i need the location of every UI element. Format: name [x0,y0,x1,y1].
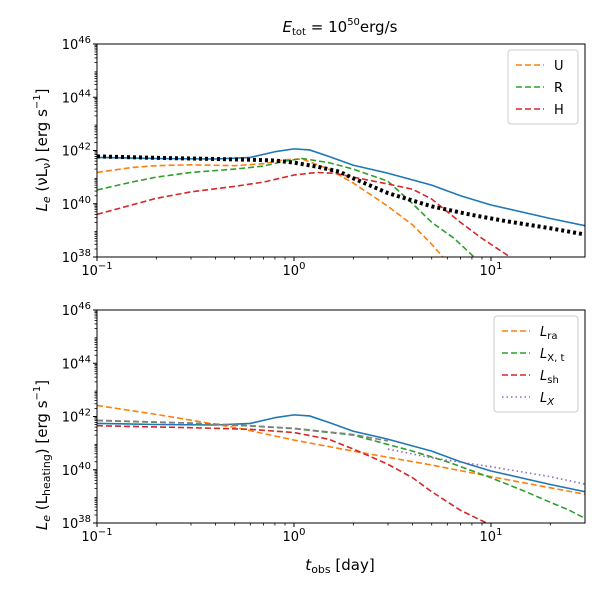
top-y-tick-label: 1042 [62,142,91,160]
bottom-x-tick-label: 101 [480,527,503,545]
top-series-total [97,148,585,227]
top-x-tick-label: 10−1 [81,261,112,279]
bottom-legend-box [493,315,579,413]
bottom-series-l-sh [97,424,487,523]
top-series-r [97,157,475,257]
bottom-legend-label: Lsh [540,369,559,386]
bottom-series-l-ra [97,404,585,496]
top-x-tick-label: 101 [480,261,503,279]
bottom-y-tick-label: 1044 [62,354,91,372]
bottom-series-l-x-t [97,419,585,520]
top-legend-label: H [554,103,564,118]
bottom-legend: Lra LX, t Lsh LX [493,315,579,413]
top-x-tick-label: 100 [283,261,306,279]
top-y-tick-label: 1046 [62,35,91,53]
bottom-x-tick-label: 100 [283,527,306,545]
bottom-y-tick-label: 1038 [62,514,91,532]
bottom-series-l-x [387,448,585,485]
bottom-panel-ylabel: Le (Lheating) [erg s−1] [32,380,53,530]
bottom-x-tick-label: 10−1 [81,527,112,545]
bottom-series-l-x-t-early [97,419,389,442]
top-panel: Etot = 1050erg/s Le (νLν) [erg s−1] 10−1… [32,17,586,279]
bottom-legend-label: Lra [540,325,558,342]
top-legend: URH [507,49,579,125]
top-panel-title: Etot = 1050erg/s [283,17,398,38]
bottom-panel-xlabel: tobs [day] [305,556,374,576]
top-panel-ylabel: Le (νLν) [erg s−1] [32,89,53,212]
top-legend-label: R [554,81,563,96]
top-y-tick-label: 1038 [62,248,91,266]
bottom-y-tick-label: 1046 [62,301,91,319]
top-legend-label: U [554,59,564,74]
bottom-y-tick-label: 1042 [62,408,91,426]
top-series-h [97,171,511,257]
bottom-legend-label: LX [540,391,555,408]
bottom-series-group [97,404,585,523]
top-y-tick-label: 1040 [62,195,91,213]
top-series-group [97,148,585,257]
bottom-legend-label: LX, t [540,347,564,364]
bottom-y-tick-label: 1040 [62,461,91,479]
bottom-series-total [97,414,585,493]
top-series-u [97,158,444,257]
bottom-panel: Le (Lheating) [erg s−1] tobs [day] 10−1 1… [32,301,586,576]
top-y-tick-label: 1044 [62,88,91,106]
